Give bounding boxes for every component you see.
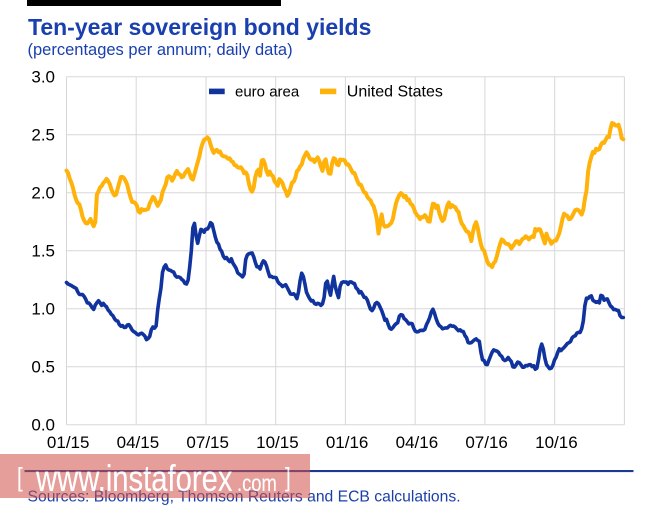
- svg-text:07/15: 07/15: [186, 433, 229, 452]
- svg-text:euro area: euro area: [235, 84, 300, 101]
- svg-text:1.0: 1.0: [31, 300, 55, 319]
- svg-text:07/16: 07/16: [465, 433, 508, 452]
- svg-text:.com: .com: [237, 471, 277, 497]
- svg-text:0.5: 0.5: [31, 358, 55, 377]
- svg-text:01/15: 01/15: [47, 433, 90, 452]
- svg-text:10/15: 10/15: [256, 433, 299, 452]
- svg-text:[: [: [17, 463, 23, 492]
- svg-text:]: ]: [285, 463, 291, 492]
- svg-text:04/16: 04/16: [396, 433, 439, 452]
- svg-text:1.5: 1.5: [31, 242, 55, 261]
- svg-text:www.instaforex: www.instaforex: [35, 459, 233, 500]
- svg-text:0.0: 0.0: [31, 416, 55, 435]
- svg-text:3.0: 3.0: [31, 68, 55, 87]
- svg-text:01/16: 01/16: [326, 433, 369, 452]
- svg-text:2.0: 2.0: [31, 184, 55, 203]
- svg-text:United States: United States: [347, 84, 443, 101]
- svg-text:2.5: 2.5: [31, 126, 55, 145]
- svg-text:04/15: 04/15: [117, 433, 160, 452]
- svg-text:10/16: 10/16: [535, 433, 578, 452]
